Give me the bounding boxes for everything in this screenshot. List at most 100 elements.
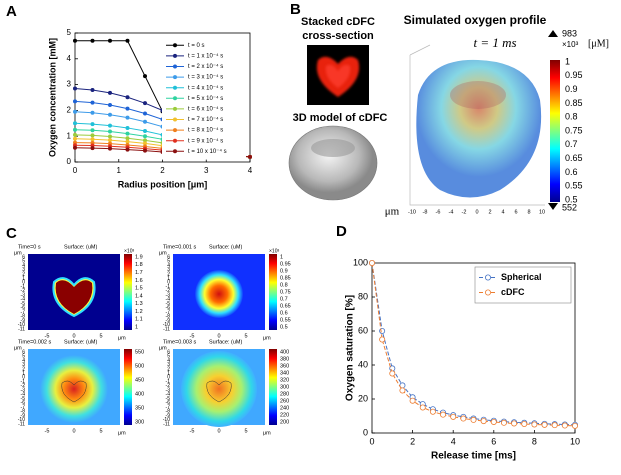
map-y-tick: -6	[21, 400, 26, 406]
data-point	[73, 99, 78, 104]
b-colorbar-unit: [μM]	[588, 38, 609, 49]
panel-label: A	[6, 3, 17, 20]
map-y-tick: -2	[21, 383, 26, 389]
map-y-tick: 3	[167, 267, 170, 273]
legend-marker	[172, 75, 177, 80]
legend-marker	[484, 274, 491, 281]
map-y-tick: 1	[22, 371, 25, 377]
data-point	[90, 88, 95, 93]
map-colorbar-label: 1.9	[135, 254, 143, 260]
y-axis-title: Oxygen saturation [%]	[345, 295, 356, 401]
map-x-unit: μm	[263, 335, 271, 341]
stack-core	[325, 64, 351, 88]
map-colorbar-label: 0.7	[280, 296, 288, 302]
map-colorbar-label: 0.9	[280, 268, 288, 274]
map-colorbar-label: 300	[280, 384, 289, 390]
legend-marker	[484, 289, 491, 296]
map-colorbar-label: 1.8	[135, 262, 143, 268]
axes-box	[409, 44, 545, 206]
legend-label: t = 2 x 10⁻⁴ s	[188, 63, 223, 70]
map-y-tick: -4	[166, 392, 171, 398]
data-point	[389, 370, 396, 377]
map-y-unit: μm	[159, 345, 167, 351]
legend-marker	[172, 138, 177, 143]
x-axis-title: Release time [ms]	[431, 451, 516, 462]
map-y-tick: -9	[166, 413, 171, 419]
map-colorbar-label: 0.95	[280, 261, 291, 267]
b-colorbar-label: 0.8	[565, 112, 578, 122]
legend: t = 0 s t = 1 x 10⁻⁴ s t = 2 x 10⁻⁴ s t = 3…	[162, 37, 246, 160]
map-time: Time=0.003 s	[163, 339, 197, 345]
map-colorbar-label: 0.5	[280, 324, 288, 330]
b-colorbar-label: 0.95	[565, 70, 583, 80]
map-y-tick: -8	[21, 314, 26, 320]
map-colorbar-label: 360	[280, 363, 289, 369]
data-point	[480, 418, 487, 425]
data-point	[90, 122, 95, 127]
b-colorbar-label: 0.9	[565, 84, 578, 94]
map-colorbar-label: 1.4	[135, 293, 143, 299]
oxygen-blob	[416, 59, 542, 198]
map-y-tick: -9	[21, 413, 26, 419]
y-tick-label: 40	[358, 359, 368, 369]
series-line	[371, 262, 576, 426]
x-tick-label: 10	[570, 436, 580, 446]
map-colorbar	[124, 254, 132, 330]
map-y-tick: -5	[166, 396, 171, 402]
map-colorbar-label: 450	[135, 377, 144, 383]
x-axis-title: Radius position [μm]	[118, 179, 208, 189]
plot-frame	[371, 262, 576, 434]
map-x-unit: μm	[118, 430, 126, 436]
panel-label: C	[6, 225, 17, 242]
map-x-tick: 0	[217, 428, 220, 434]
map-x-tick: -5	[190, 428, 195, 434]
legend-label: t = 10 x 10⁻⁴ s	[188, 148, 227, 155]
legend-label: t = 5 x 10⁻⁴ s	[188, 95, 223, 102]
data-point	[142, 101, 147, 106]
x-tick-label: 3	[204, 166, 209, 175]
data-point	[108, 123, 113, 128]
map-outline	[61, 380, 87, 403]
map-y-tick: 2	[167, 366, 170, 372]
legend-marker	[172, 117, 177, 122]
map-colorbar-label: 220	[280, 412, 289, 418]
map-y-tick: -7	[166, 404, 171, 410]
map-y-tick: 5	[22, 354, 25, 360]
map-y-tick: -6	[166, 400, 171, 406]
map-x-tick: 5	[244, 428, 247, 434]
data-point	[73, 38, 78, 43]
data-point	[108, 112, 113, 117]
x-tick-label: 8	[532, 436, 537, 446]
map-y-tick: -5	[166, 301, 171, 307]
legend-label: cDFC	[501, 287, 525, 297]
map-y-tick: 2	[167, 271, 170, 277]
b-axis-tick: 4	[501, 209, 504, 215]
map-y-unit: μm	[159, 250, 167, 256]
b-axis-tick: 6	[514, 209, 517, 215]
map-y-tick: 3	[167, 362, 170, 368]
map-colorbar-label: 0.6	[280, 310, 288, 316]
data-point	[511, 420, 518, 427]
map-y-tick: -11	[18, 421, 25, 427]
y-tick-label: 2	[67, 106, 72, 115]
legend-box	[474, 266, 572, 304]
map-y-tick: -6	[166, 305, 171, 311]
map-y-tick: -10	[163, 417, 170, 423]
map-y-tick: -4	[21, 392, 26, 398]
data-point	[125, 147, 130, 152]
map-y-tick: 3	[22, 362, 25, 368]
b-axis-tick: -8	[423, 209, 428, 215]
map-colorbar-label: 320	[280, 377, 289, 383]
data-point	[419, 404, 426, 411]
y-tick-label: 100	[353, 257, 368, 267]
data-point	[108, 134, 113, 139]
map-y-tick: -10	[163, 322, 170, 328]
map-y-tick: 6	[167, 349, 170, 355]
map-y-tick: -2	[166, 383, 171, 389]
data-point	[90, 146, 95, 151]
y-tick-label: 3	[67, 80, 72, 89]
x-tick-label: 1	[117, 166, 122, 175]
y-tick-label: 0	[363, 427, 368, 437]
map-x-tick: -5	[190, 333, 195, 339]
